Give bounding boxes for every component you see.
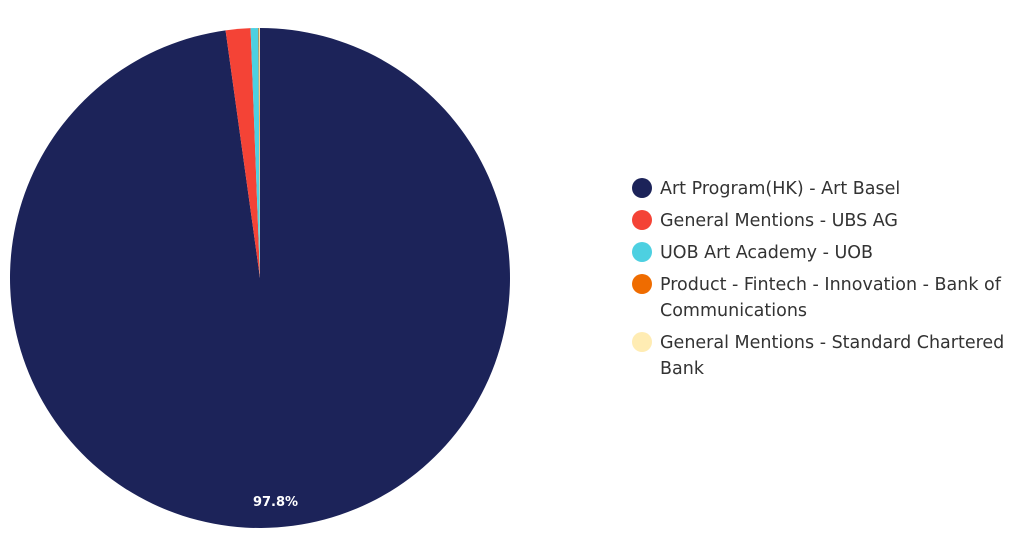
pie-slice-1[interactable] <box>225 28 260 279</box>
legend-item-1[interactable]: General Mentions - UBS AG <box>632 208 1017 234</box>
legend-marker-1 <box>632 210 652 230</box>
legend-item-3[interactable]: Product - Fintech - Innovation - Bank of… <box>632 272 1017 324</box>
legend-label-4: General Mentions - Standard Chartered Ba… <box>660 333 1005 379</box>
legend-item-0[interactable]: Art Program(HK) - Art Basel <box>632 176 1017 202</box>
legend-label-0: Art Program(HK) - Art Basel <box>660 179 901 199</box>
pie-slice-2[interactable] <box>250 28 260 279</box>
legend-label-3: Product - Fintech - Innovation - Bank of… <box>660 275 1001 321</box>
slice-value-label-0: 97.8% <box>253 495 298 510</box>
legend-item-4[interactable]: General Mentions - Standard Chartered Ba… <box>632 330 1017 382</box>
legend-item-2[interactable]: UOB Art Academy - UOB <box>632 240 1017 266</box>
legend-label-2: UOB Art Academy - UOB <box>660 243 874 263</box>
pie-data-labels: 97.8% <box>253 495 298 510</box>
pie-slice-4[interactable] <box>259 28 260 278</box>
legend-label-1: General Mentions - UBS AG <box>660 211 898 231</box>
pie-slices <box>10 28 511 529</box>
legend-marker-2 <box>632 242 652 262</box>
legend-marker-3 <box>632 274 652 294</box>
legend-marker-4 <box>632 332 652 352</box>
legend-marker-0 <box>632 178 652 198</box>
pie-slice-3[interactable] <box>258 28 260 278</box>
chart-legend: Art Program(HK) - Art Basel General Menti… <box>632 176 1017 388</box>
pie-slice-0[interactable] <box>10 28 511 529</box>
